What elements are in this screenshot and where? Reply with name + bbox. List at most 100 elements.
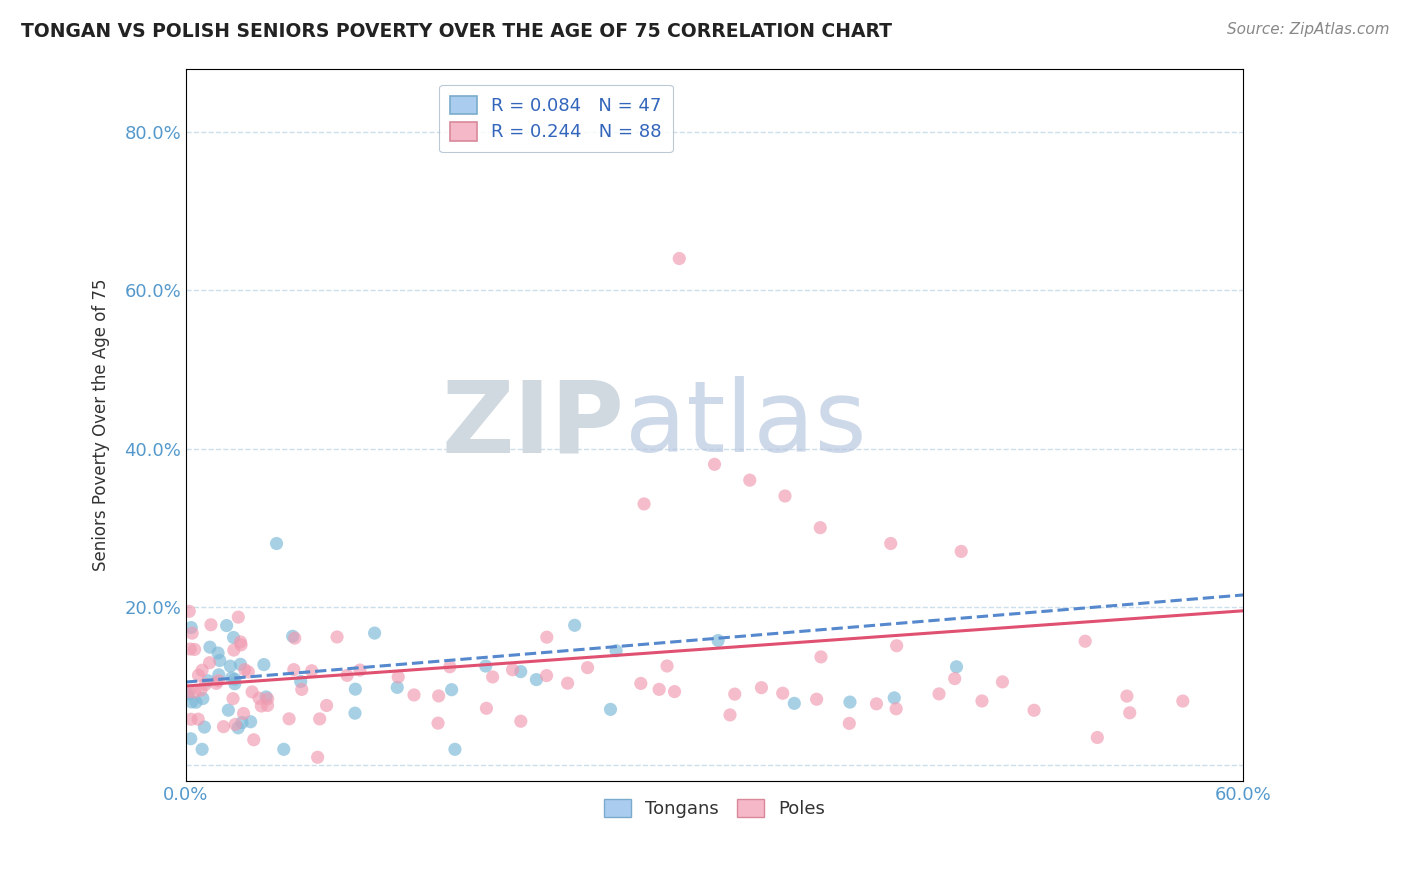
Point xyxy=(229,657,252,672)
Text: ZIP: ZIP xyxy=(441,376,624,474)
Point xyxy=(200,617,222,632)
Point xyxy=(190,683,212,698)
Point xyxy=(475,701,498,715)
Point xyxy=(343,706,366,721)
Point xyxy=(439,660,461,674)
Point xyxy=(229,638,252,652)
Point xyxy=(219,659,242,673)
Point xyxy=(524,673,547,687)
Point xyxy=(1171,694,1194,708)
Point xyxy=(184,695,207,709)
Point xyxy=(884,702,907,716)
Point xyxy=(281,629,304,643)
Point xyxy=(193,720,215,734)
Point xyxy=(751,681,773,695)
Point xyxy=(207,646,229,660)
Point xyxy=(177,687,200,701)
Point xyxy=(599,702,621,716)
Point xyxy=(278,712,301,726)
Point xyxy=(253,657,276,672)
Point xyxy=(226,721,249,735)
Point xyxy=(184,685,207,699)
Point xyxy=(703,458,725,472)
Point xyxy=(838,716,860,731)
Point xyxy=(191,742,214,756)
Point xyxy=(233,663,256,677)
Point xyxy=(772,686,794,700)
Point xyxy=(718,707,741,722)
Point xyxy=(191,691,214,706)
Point xyxy=(180,712,202,726)
Point xyxy=(326,630,349,644)
Point xyxy=(427,689,450,703)
Point xyxy=(301,664,323,678)
Text: atlas: atlas xyxy=(624,376,866,474)
Point xyxy=(1085,731,1108,745)
Point xyxy=(950,544,973,558)
Point xyxy=(179,604,201,618)
Point xyxy=(1119,706,1142,720)
Point xyxy=(266,536,288,550)
Point xyxy=(180,621,202,635)
Point xyxy=(187,712,209,726)
Point xyxy=(349,663,371,677)
Point xyxy=(224,717,246,731)
Point xyxy=(880,536,903,550)
Point xyxy=(284,631,307,645)
Point xyxy=(387,670,409,684)
Point xyxy=(222,631,245,645)
Point xyxy=(839,695,862,709)
Point xyxy=(256,691,278,706)
Point xyxy=(648,682,671,697)
Point xyxy=(808,521,831,535)
Point xyxy=(883,690,905,705)
Point xyxy=(344,682,367,697)
Point xyxy=(194,677,217,691)
Point xyxy=(1022,703,1045,717)
Point xyxy=(363,626,385,640)
Point xyxy=(291,682,314,697)
Point xyxy=(208,668,231,682)
Point xyxy=(315,698,337,713)
Text: Source: ZipAtlas.com: Source: ZipAtlas.com xyxy=(1226,22,1389,37)
Point xyxy=(222,643,245,657)
Point xyxy=(1116,689,1139,703)
Point xyxy=(254,690,277,704)
Point xyxy=(564,618,586,632)
Point xyxy=(198,656,221,670)
Point xyxy=(724,687,747,701)
Point xyxy=(945,660,967,674)
Point xyxy=(191,663,214,677)
Point xyxy=(232,706,254,721)
Point xyxy=(387,681,409,695)
Point xyxy=(212,720,235,734)
Point xyxy=(198,640,221,655)
Point xyxy=(208,653,231,667)
Point xyxy=(180,731,202,746)
Point xyxy=(806,692,828,706)
Point xyxy=(440,682,463,697)
Point xyxy=(307,750,329,764)
Point xyxy=(221,671,243,685)
Point xyxy=(655,659,678,673)
Point xyxy=(481,670,503,684)
Point xyxy=(283,663,305,677)
Point xyxy=(576,660,599,674)
Point xyxy=(502,663,524,677)
Point xyxy=(605,644,627,658)
Point xyxy=(179,642,201,657)
Point xyxy=(224,677,246,691)
Point xyxy=(187,668,209,682)
Point xyxy=(250,698,273,713)
Point xyxy=(773,489,796,503)
Point xyxy=(928,687,950,701)
Point xyxy=(633,497,655,511)
Point xyxy=(242,732,264,747)
Point xyxy=(970,694,993,708)
Y-axis label: Seniors Poverty Over the Age of 75: Seniors Poverty Over the Age of 75 xyxy=(93,278,110,571)
Point xyxy=(231,715,253,730)
Point xyxy=(217,703,239,717)
Point xyxy=(886,639,908,653)
Point xyxy=(290,674,312,689)
Point xyxy=(991,674,1014,689)
